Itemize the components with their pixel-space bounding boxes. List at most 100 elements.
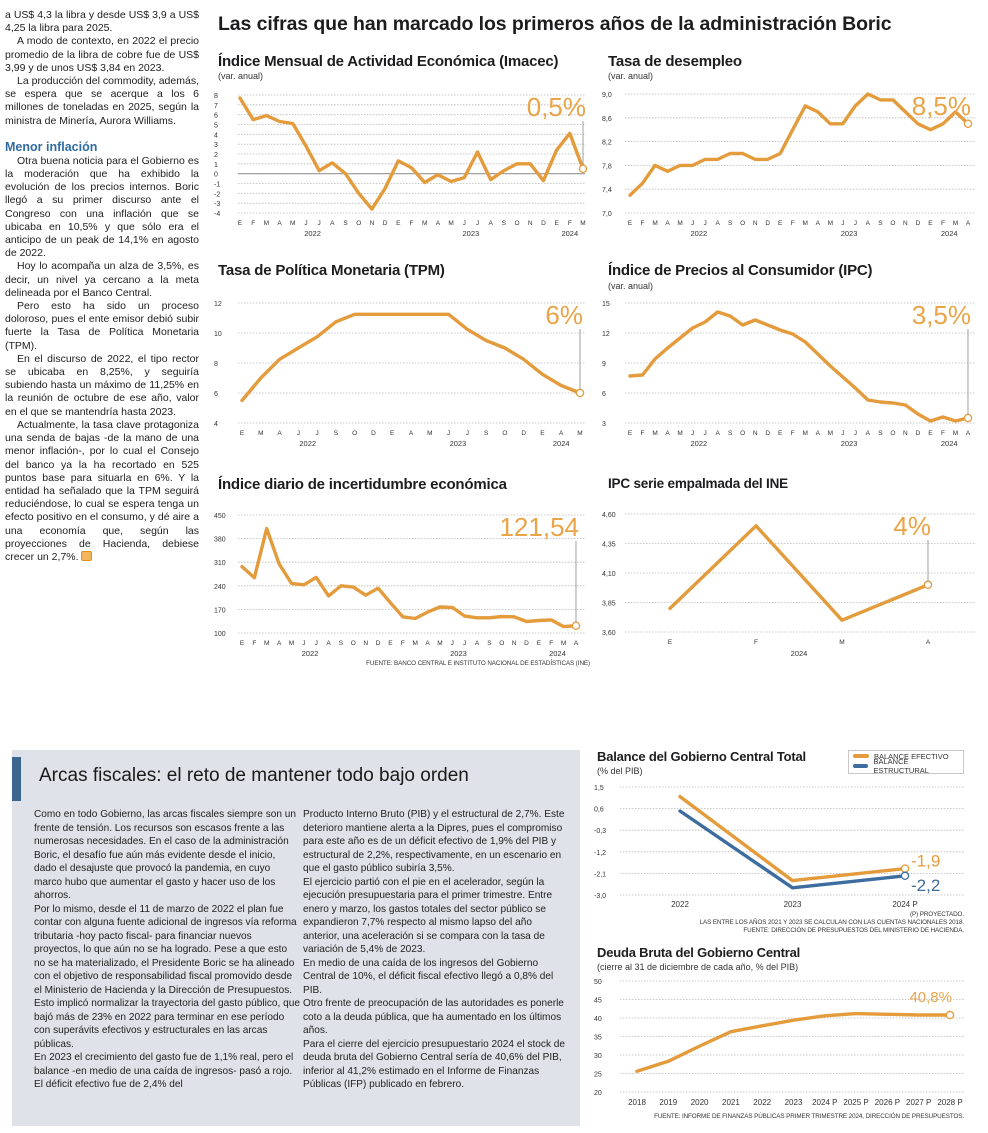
legend-swatch-blue <box>853 764 869 768</box>
end-point-marker <box>900 871 910 881</box>
x-tick-label: D <box>371 430 376 437</box>
chart-subtitle-desempleo: (var. anual) <box>608 71 654 81</box>
x-tick-label: M <box>677 220 682 227</box>
fiscal-paragraph: En 2023 el crecimiento del gasto fue de … <box>34 1052 294 1090</box>
y-tick-label: 10 <box>214 331 222 338</box>
x-tick-label: A <box>436 220 441 227</box>
year-label: 2024 <box>941 229 958 238</box>
chart-legend-balance: BALANCE EFECTIVO BALANCE ESTRUCTURAL <box>848 750 964 775</box>
callout-value: 3,5% <box>912 300 971 330</box>
x-tick-label: F <box>641 220 645 227</box>
x-tick-label: A <box>277 640 282 647</box>
x-tick-label: J <box>691 220 694 227</box>
x-tick-label: F <box>791 430 795 437</box>
page-title: Las cifras que han marcado los primeros … <box>218 13 892 35</box>
x-tick-label: S <box>728 220 733 227</box>
x-tick-label: 2024 P <box>812 1098 837 1107</box>
y-tick-label: -1 <box>214 182 220 189</box>
legend-item-efectivo: BALANCE EFECTIVO <box>853 751 963 761</box>
fiscal-paragraph: Para el cierre del ejercicio presupuesta… <box>303 1038 566 1091</box>
end-point-marker <box>963 413 973 423</box>
end-point-marker <box>571 621 581 630</box>
x-tick-label: M <box>258 430 263 437</box>
x-tick-label: A <box>715 430 720 437</box>
x-tick-label: J <box>463 220 466 227</box>
x-tick-label: J <box>854 430 857 437</box>
chart-deuda: 50 45 40 35 30 25 20 2018 2019 2020 2021 2022 2023 20… <box>594 979 965 1107</box>
fiscal-paragraph: Por lo mismo, desde el 11 de marzo de 20… <box>34 903 300 1050</box>
legend-label: BALANCE ESTRUCTURAL <box>873 757 929 775</box>
x-tick-label: J <box>463 640 466 647</box>
x-tick-label: M <box>839 639 844 646</box>
x-tick-label: J <box>302 640 305 647</box>
callout-value: 121,54 <box>499 512 579 542</box>
x-tick-label: O <box>890 430 895 437</box>
fiscal-box-title: Arcas fiscales: el reto de mantener todo… <box>39 765 469 786</box>
chart-title-incertidumbre: Índice diario de incertidumbre económica <box>218 476 507 493</box>
y-tick-label: 20 <box>594 1090 602 1097</box>
title-accent-bar <box>12 757 21 801</box>
x-tick-label: A <box>559 430 564 437</box>
x-tick-label: E <box>554 220 559 227</box>
y-tick-label: 3,85 <box>602 601 616 608</box>
x-tick-label: M <box>580 220 585 227</box>
x-tick-label: F <box>251 220 255 227</box>
year-label: 2023 <box>463 229 480 238</box>
x-tick-label: A <box>409 430 414 437</box>
x-tick-label: A <box>326 640 331 647</box>
x-tick-label: M <box>577 430 582 437</box>
y-tick-label: 4 <box>214 421 218 428</box>
x-tick-label: M <box>422 220 427 227</box>
x-tick-label: O <box>356 220 361 227</box>
y-tick-label: -4 <box>214 211 220 218</box>
y-tick-label: 4,35 <box>602 542 616 549</box>
x-tick-label: 2024 P <box>892 900 917 909</box>
x-tick-label: O <box>352 430 357 437</box>
chart-title-imacec: Índice Mensual de Actividad Económica (I… <box>218 53 559 70</box>
x-tick-label: A <box>816 430 821 437</box>
x-tick-label: S <box>487 640 492 647</box>
fiscal-paragraph: Producto Interno Bruto (PIB) y el estruc… <box>303 809 565 874</box>
y-tick-label: -1,2 <box>594 850 606 857</box>
y-tick-label: 50 <box>594 979 602 986</box>
x-tick-label: F <box>410 220 414 227</box>
x-tick-label: 2028 P <box>937 1098 962 1107</box>
chart-ipc-empalmada: 4,60 4,35 4,10 3,85 3,60 E F M A 2024 4% <box>602 511 975 658</box>
x-tick-label: E <box>778 220 783 227</box>
chart-subtitle-deuda: (cierre al 31 de diciembre de cada año, … <box>597 962 799 972</box>
x-tick-label: J <box>447 430 450 437</box>
x-tick-label: A <box>330 220 335 227</box>
y-tick-label: 4,10 <box>602 571 616 578</box>
x-tick-label: M <box>828 220 833 227</box>
x-tick-label: A <box>277 430 282 437</box>
chart-subtitle-ipc: (var. anual) <box>608 281 654 291</box>
x-tick-label: M <box>803 430 808 437</box>
x-tick-label: O <box>502 430 507 437</box>
year-label: 2023 <box>450 439 467 448</box>
callout-value: 0,5% <box>527 92 586 122</box>
source-note-deuda: FUENTE: INFORME DE FINANZAS PÚBLICAS PRI… <box>654 1113 964 1120</box>
chart-balance: 1,5 0,6 -0,3 -1,2 -2,1 -3,0 2022 2023 2024 P -1,9… <box>594 785 965 909</box>
x-tick-label: D <box>524 640 529 647</box>
x-tick-label: M <box>652 430 657 437</box>
x-tick-label: F <box>568 220 572 227</box>
series-line <box>628 310 970 423</box>
x-tick-label: J <box>304 220 307 227</box>
x-tick-label: N <box>753 430 758 437</box>
balance-notes: (P) PROYECTADO. LAS ENTRE LOS AÑOS 2021 … <box>700 911 965 935</box>
year-label: 2022 <box>691 229 708 238</box>
legend-swatch-orange <box>853 754 869 758</box>
y-tick-label: 8 <box>214 93 218 100</box>
x-tick-label: E <box>240 430 245 437</box>
y-tick-label: 6 <box>602 391 606 398</box>
x-tick-label: 2027 P <box>906 1098 931 1107</box>
x-tick-label: E <box>390 430 395 437</box>
y-tick-label: 9 <box>602 361 606 368</box>
x-tick-label: J <box>703 220 706 227</box>
end-point-marker <box>923 580 933 590</box>
y-tick-label: 7,4 <box>602 187 612 194</box>
x-tick-label: D <box>383 220 388 227</box>
x-tick-label: N <box>903 430 908 437</box>
